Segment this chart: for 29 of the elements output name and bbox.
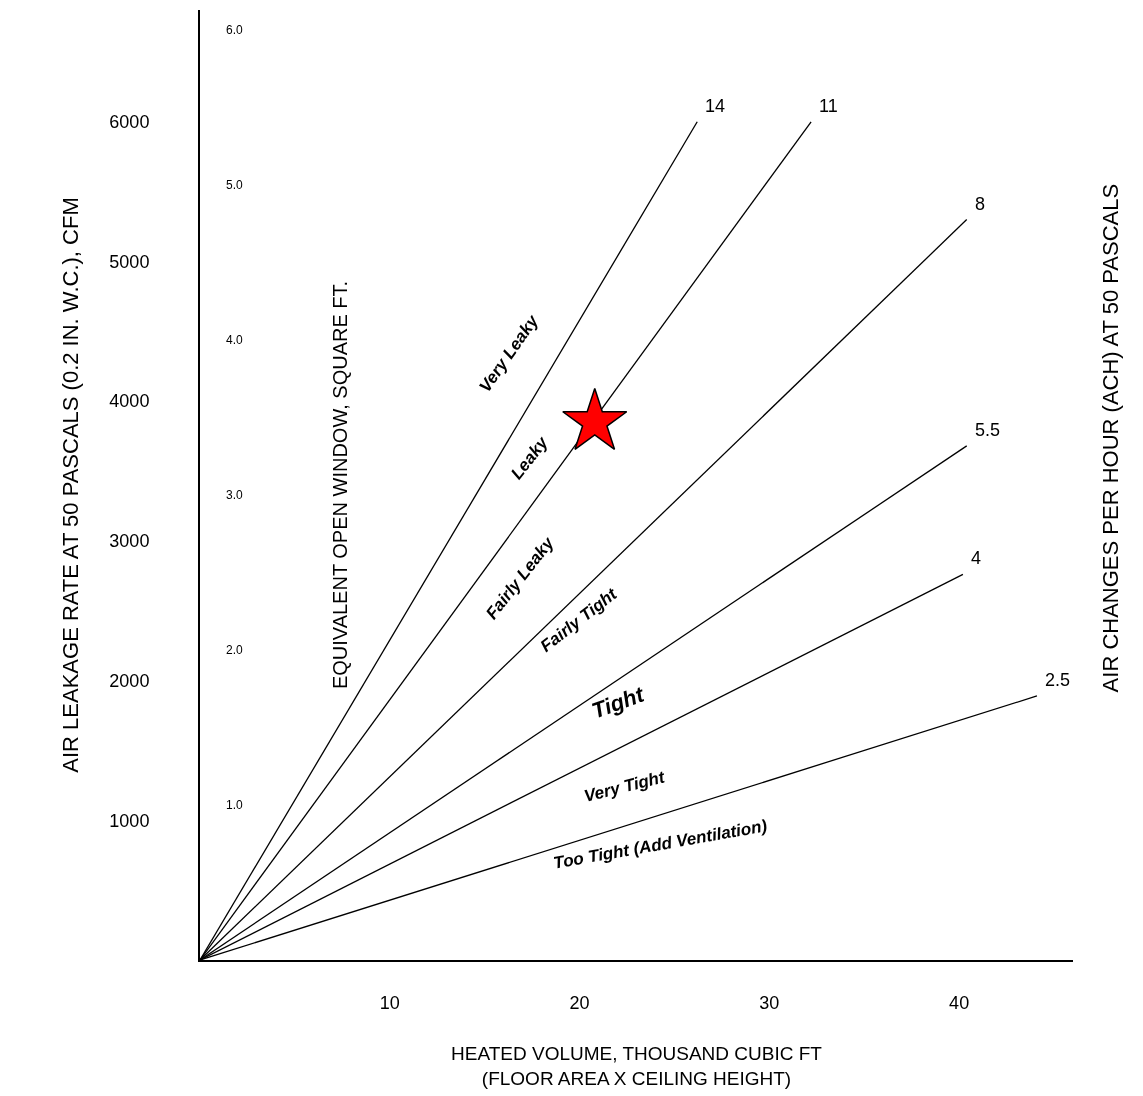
- series-label: 11: [819, 96, 838, 116]
- legend-title: AIR CHANGES PER HOUR (ACH) AT 50 PASCALS: [1098, 183, 1124, 693]
- y2-tick-label: 3.0: [226, 488, 244, 503]
- y-tick-label: 6000: [109, 112, 150, 133]
- y-tick-label: 1000: [109, 810, 150, 831]
- y-axis-title: AIR LEAKAGE RATE AT 50 PASCALS (0.2 IN. W.C.), CFM: [57, 197, 83, 773]
- series-label: 4: [971, 548, 982, 568]
- y2-tick-label: 4.0: [226, 333, 244, 348]
- annotation: Tight: [588, 681, 649, 724]
- y2-tick-label: 5.0: [226, 178, 244, 193]
- annotation: Very Tight: [582, 767, 668, 806]
- series-label: 14: [705, 96, 726, 116]
- y2-tick-label: 2.0: [226, 643, 244, 658]
- y-tick-label: 5000: [109, 251, 150, 272]
- series-label: 8: [975, 194, 986, 214]
- y-tick-label: 4000: [109, 391, 150, 412]
- y-tick-label: 3000: [109, 531, 150, 552]
- y2-tick-label: 1.0: [226, 798, 244, 813]
- annotation: Too Tight (Add Ventilation): [551, 816, 769, 873]
- y2-tick-label: 6.0: [226, 23, 244, 38]
- x-tick-label: 20: [569, 992, 590, 1013]
- y-tick-label: 2000: [109, 670, 150, 691]
- x-tick-label: 30: [759, 992, 780, 1013]
- y2-axis-title: EQUIVALENT OPEN WINDOW, SQUARE FT.: [328, 280, 351, 690]
- x-tick-label: 40: [949, 992, 970, 1013]
- x-axis-title: HEATED VOLUME, THOUSAND CUBIC FT (FLOOR AREA X CEILING HEIGHT): [451, 1042, 823, 1089]
- series-label: 2.5: [1045, 670, 1071, 690]
- x-tick-label: 10: [379, 992, 400, 1013]
- series-label: 5.5: [975, 420, 1001, 440]
